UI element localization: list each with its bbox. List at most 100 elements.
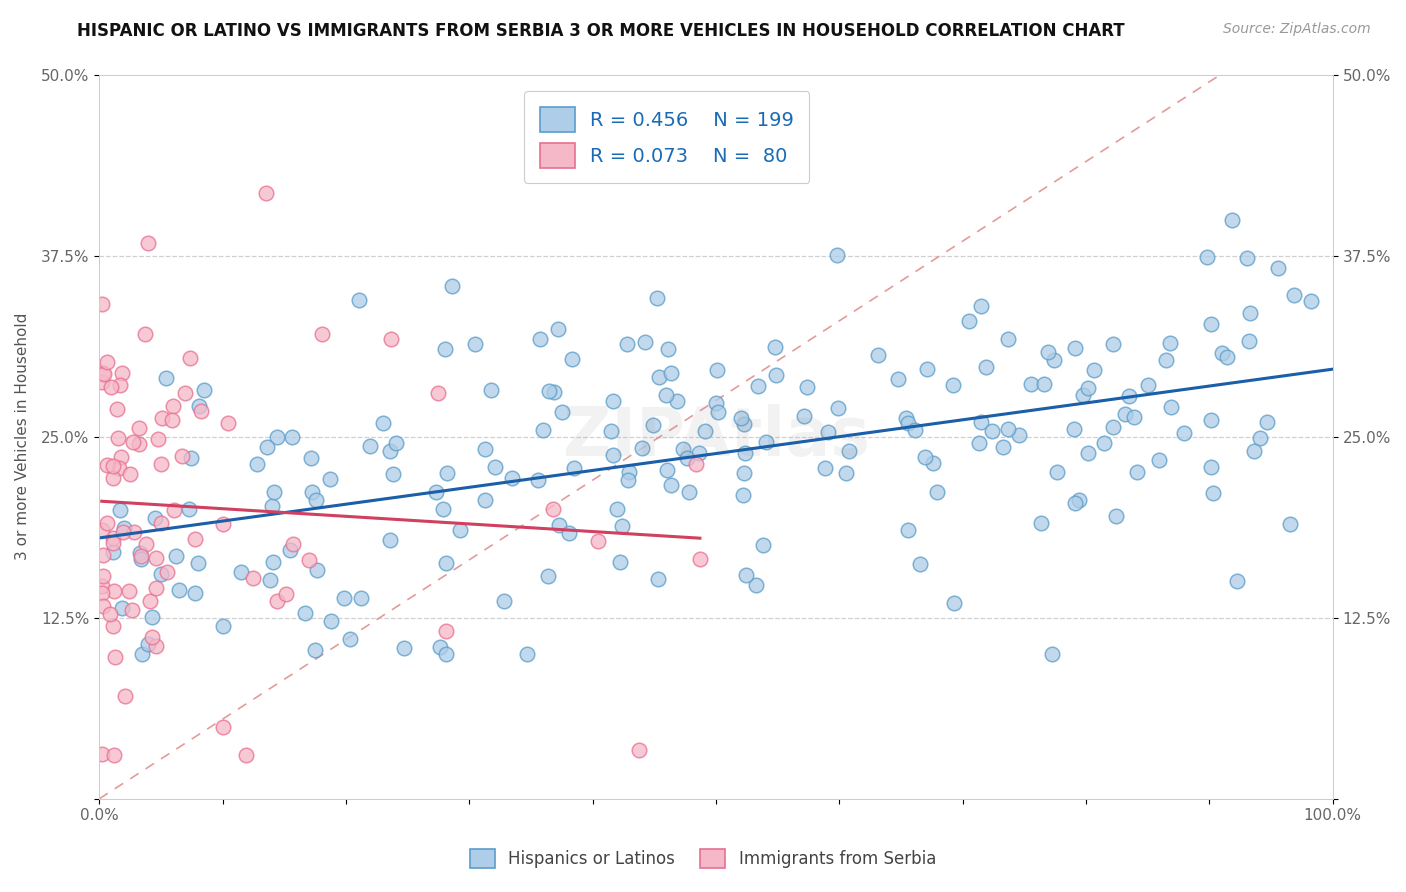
- Point: [688, 445, 710, 459]
- Point: [942, 596, 965, 610]
- Point: [464, 337, 486, 351]
- Point: [152, 411, 174, 425]
- Point: [765, 368, 787, 383]
- Point: [730, 411, 752, 425]
- Point: [167, 583, 190, 598]
- Point: [747, 379, 769, 393]
- Point: [131, 647, 153, 661]
- Point: [793, 409, 815, 423]
- Point: [101, 618, 124, 632]
- Point: [734, 446, 756, 460]
- Point: [278, 543, 301, 558]
- Legend: R = 0.456    N = 199, R = 0.073    N =  80: R = 0.456 N = 199, R = 0.073 N = 80: [524, 92, 810, 183]
- Point: [276, 587, 298, 601]
- Point: [91, 599, 114, 613]
- Point: [655, 388, 678, 402]
- Point: [1159, 335, 1181, 350]
- Point: [378, 444, 401, 458]
- Legend: Hispanics or Latinos, Immigrants from Serbia: Hispanics or Latinos, Immigrants from Se…: [464, 842, 942, 875]
- Point: [970, 415, 993, 429]
- Point: [91, 569, 114, 583]
- Point: [628, 743, 651, 757]
- Point: [121, 603, 143, 617]
- Point: [301, 485, 323, 500]
- Point: [671, 442, 693, 457]
- Point: [1236, 251, 1258, 265]
- Point: [733, 466, 755, 480]
- Point: [212, 721, 235, 735]
- Point: [96, 458, 118, 473]
- Point: [149, 516, 172, 530]
- Point: [101, 531, 124, 545]
- Point: [294, 607, 316, 621]
- Point: [531, 423, 554, 437]
- Point: [143, 511, 166, 525]
- Point: [440, 278, 463, 293]
- Point: [380, 533, 402, 548]
- Point: [1118, 389, 1140, 403]
- Point: [1105, 509, 1128, 524]
- Point: [1033, 376, 1056, 391]
- Point: [107, 461, 129, 475]
- Point: [474, 442, 496, 456]
- Point: [101, 471, 124, 485]
- Y-axis label: 3 or more Vehicles in Household: 3 or more Vehicles in Household: [15, 313, 30, 560]
- Point: [319, 472, 342, 486]
- Point: [434, 624, 457, 639]
- Point: [648, 369, 671, 384]
- Point: [997, 422, 1019, 436]
- Point: [927, 484, 949, 499]
- Point: [474, 493, 496, 508]
- Point: [1019, 377, 1042, 392]
- Point: [1071, 388, 1094, 402]
- Point: [93, 368, 115, 382]
- Point: [429, 640, 451, 654]
- Point: [704, 395, 727, 409]
- Point: [105, 401, 128, 416]
- Point: [434, 557, 457, 571]
- Point: [612, 518, 634, 533]
- Point: [1156, 352, 1178, 367]
- Point: [110, 601, 132, 615]
- Point: [693, 424, 716, 438]
- Point: [298, 553, 321, 567]
- Point: [111, 367, 134, 381]
- Point: [170, 449, 193, 463]
- Point: [1239, 306, 1261, 320]
- Point: [825, 248, 848, 262]
- Point: [1008, 428, 1031, 442]
- Point: [349, 293, 371, 308]
- Text: ZIPAtlas: ZIPAtlas: [562, 404, 869, 470]
- Point: [661, 366, 683, 380]
- Point: [1077, 381, 1099, 395]
- Point: [835, 467, 858, 481]
- Point: [91, 523, 114, 537]
- Text: HISPANIC OR LATINO VS IMMIGRANTS FROM SERBIA 3 OR MORE VEHICLES IN HOUSEHOLD COR: HISPANIC OR LATINO VS IMMIGRANTS FROM SE…: [77, 22, 1125, 40]
- Point: [1201, 486, 1223, 500]
- Point: [305, 563, 328, 577]
- Point: [814, 461, 837, 475]
- Point: [432, 502, 454, 516]
- Point: [118, 467, 141, 481]
- Point: [602, 448, 624, 462]
- Point: [146, 432, 169, 446]
- Point: [1077, 445, 1099, 459]
- Point: [586, 534, 609, 549]
- Point: [706, 362, 728, 376]
- Point: [647, 572, 669, 586]
- Point: [558, 525, 581, 540]
- Point: [1197, 250, 1219, 264]
- Point: [385, 435, 408, 450]
- Point: [751, 538, 773, 552]
- Point: [436, 467, 458, 481]
- Point: [1092, 436, 1115, 450]
- Point: [256, 440, 278, 454]
- Point: [744, 578, 766, 592]
- Point: [957, 314, 980, 328]
- Point: [1256, 415, 1278, 429]
- Point: [678, 485, 700, 500]
- Point: [974, 360, 997, 375]
- Point: [602, 393, 624, 408]
- Point: [1160, 400, 1182, 414]
- Point: [333, 591, 356, 606]
